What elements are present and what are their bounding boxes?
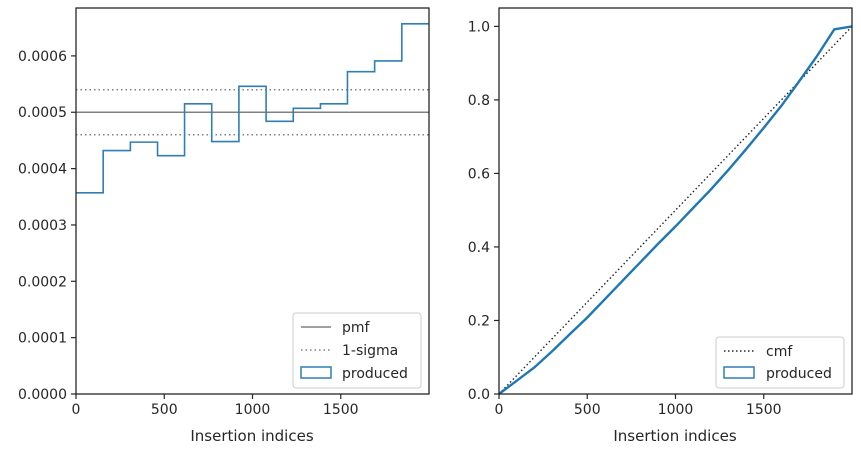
y-tick-label: 0.4 [468, 240, 490, 256]
y-tick-label: 0.0006 [18, 49, 67, 65]
left-x-axis-label: Insertion indices [190, 427, 313, 445]
right-legend: cmf produced [715, 336, 845, 389]
left-x-axis-ticks: 0 500 1000 1500 [72, 394, 359, 418]
legend-produced-swatch-right [723, 366, 755, 379]
x-tick-label: 1000 [235, 402, 271, 418]
y-tick-label: 0.0005 [18, 105, 67, 121]
x-tick-label: 0 [495, 402, 504, 418]
right-plot-marks [498, 25, 853, 395]
legend-sigma-label: 1-sigma [342, 343, 398, 359]
left-chart: 0.0000 0.0001 0.0002 0.0003 0.0004 0.0005 0.00… [18, 7, 430, 445]
y-tick-label: 0.0003 [18, 218, 67, 234]
right-y-axis-ticks: 0.0 0.2 0.4 0.6 0.8 1.0 [468, 19, 499, 403]
x-tick-label: 0 [72, 402, 81, 418]
y-tick-label: 0.0002 [18, 274, 67, 290]
left-axes-frame [75, 7, 430, 395]
legend-produced-label: produced [342, 366, 408, 382]
left-plot-marks [76, 22, 429, 194]
x-tick-label: 1500 [746, 402, 782, 418]
legend-produced-swatch [300, 366, 332, 379]
left-legend-box [292, 312, 422, 389]
right-chart: 0.0 0.2 0.4 0.6 0.8 1.0 0 500 1000 1500 Insertio… [468, 7, 853, 445]
x-tick-label: 500 [574, 402, 601, 418]
right-legend-box [715, 336, 845, 389]
left-legend: pmf 1-sigma produced [292, 312, 422, 389]
produced-histogram-step [76, 22, 429, 194]
y-tick-label: 0.0001 [18, 331, 67, 347]
legend-cmf-label: cmf [766, 344, 793, 360]
right-axes-frame [498, 7, 853, 395]
legend-produced-label-right: produced [766, 366, 832, 382]
y-tick-label: 0.8 [468, 93, 490, 109]
x-tick-label: 1500 [323, 402, 359, 418]
x-tick-label: 500 [151, 402, 178, 418]
x-tick-label: 1000 [658, 402, 694, 418]
right-x-axis-label: Insertion indices [613, 427, 736, 445]
legend-pmf-label: pmf [342, 320, 371, 336]
left-y-axis-ticks: 0.0000 0.0001 0.0002 0.0003 0.0004 0.0005 0.00… [18, 49, 76, 403]
y-tick-label: 0.0 [468, 387, 490, 403]
produced-cumulative-line [498, 25, 853, 395]
y-tick-label: 1.0 [468, 19, 490, 35]
y-tick-label: 0.0000 [18, 387, 67, 403]
y-tick-label: 0.0004 [18, 162, 67, 178]
right-x-axis-ticks: 0 500 1000 1500 [495, 394, 782, 418]
y-tick-label: 0.2 [468, 313, 490, 329]
y-tick-label: 0.6 [468, 166, 490, 182]
